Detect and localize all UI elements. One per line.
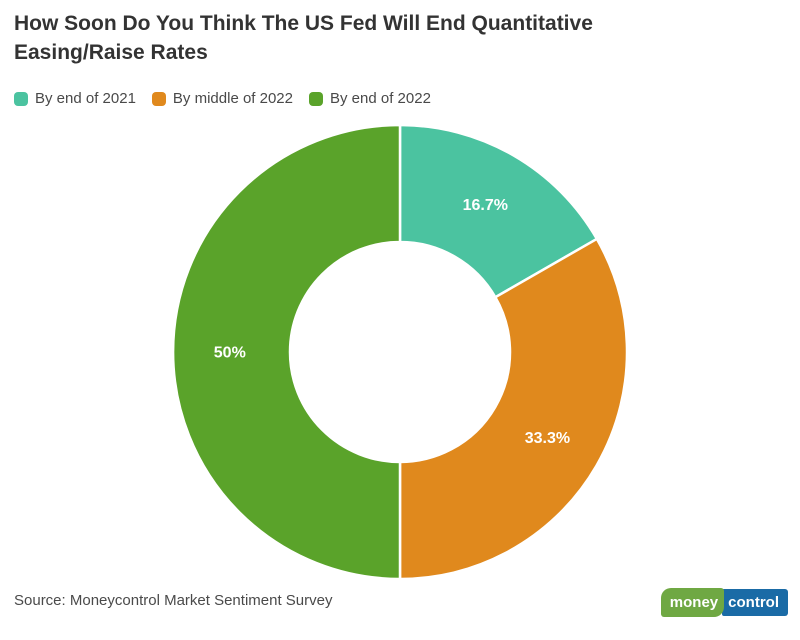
legend-label: By middle of 2022 [172, 90, 293, 107]
legend: By end of 2021 By middle of 2022 By end … [14, 90, 431, 107]
legend-swatch-icon [151, 91, 166, 106]
legend-item-by-end-2021: By end of 2021 [14, 90, 136, 107]
donut-chart: 16.7% 33.3% 50% [171, 123, 629, 581]
legend-swatch-icon [309, 91, 323, 106]
donut-segment-0 [398, 123, 599, 299]
chart-title-line2: Easing/Raise Rates [14, 41, 208, 64]
donut-data-label: 33.3% [525, 430, 570, 447]
donut-segment-1 [398, 237, 629, 581]
legend-item-by-middle-2022: By middle of 2022 [151, 90, 293, 107]
moneycontrol-logo: money control [660, 588, 788, 617]
donut-data-label: 50% [214, 345, 246, 362]
logo-money-part: money [660, 588, 725, 617]
legend-label: By end of 2021 [35, 90, 136, 107]
legend-swatch-icon [14, 91, 28, 106]
donut-data-label: 16.7% [463, 197, 508, 214]
source-note: Source: Moneycontrol Market Sentiment Su… [14, 592, 333, 609]
chart-title: How Soon Do You Think The US Fed Will En… [14, 9, 754, 67]
chart-title-line1: How Soon Do You Think The US Fed Will En… [14, 12, 593, 35]
logo-control-part: control [722, 589, 788, 616]
legend-item-by-end-2022: By end of 2022 [309, 90, 431, 107]
legend-label: By end of 2022 [330, 90, 431, 107]
donut-segment-2 [171, 123, 402, 581]
